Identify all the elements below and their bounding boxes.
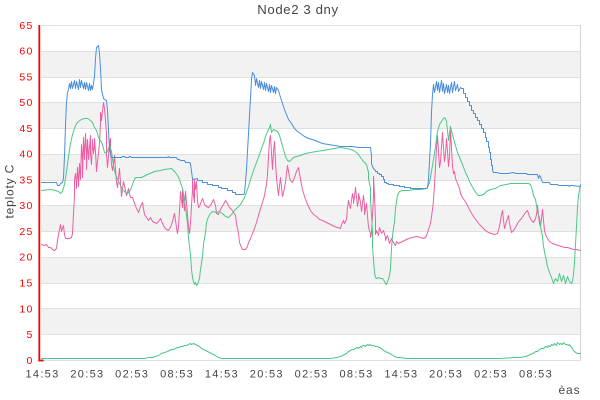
svg-text:20: 20: [19, 252, 33, 264]
svg-text:15: 15: [19, 277, 33, 289]
svg-text:08:53: 08:53: [339, 368, 373, 380]
svg-text:02:53: 02:53: [295, 368, 329, 380]
svg-text:teploty C: teploty C: [3, 164, 17, 219]
svg-text:45: 45: [19, 123, 33, 135]
svg-text:02:53: 02:53: [115, 368, 149, 380]
svg-text:40: 40: [19, 149, 33, 161]
svg-text:14:53: 14:53: [25, 368, 59, 380]
svg-text:50: 50: [19, 97, 33, 109]
svg-text:20:53: 20:53: [429, 368, 463, 380]
svg-text:55: 55: [19, 71, 33, 83]
svg-text:14:53: 14:53: [205, 368, 239, 380]
svg-text:08:53: 08:53: [160, 368, 194, 380]
svg-text:14:53: 14:53: [384, 368, 418, 380]
svg-text:30: 30: [19, 200, 33, 212]
svg-text:02:53: 02:53: [474, 368, 508, 380]
svg-text:Node2 3 dny: Node2 3 dny: [257, 2, 338, 17]
svg-text:20:53: 20:53: [70, 368, 104, 380]
svg-text:65: 65: [19, 20, 33, 32]
svg-text:èas: èas: [558, 383, 580, 397]
svg-text:20:53: 20:53: [250, 368, 284, 380]
svg-text:35: 35: [19, 174, 33, 186]
svg-text:5: 5: [27, 329, 34, 341]
svg-text:08:53: 08:53: [519, 368, 553, 380]
svg-text:25: 25: [19, 226, 33, 238]
svg-text:0: 0: [27, 355, 34, 367]
svg-text:60: 60: [19, 46, 33, 58]
svg-text:10: 10: [19, 303, 33, 315]
